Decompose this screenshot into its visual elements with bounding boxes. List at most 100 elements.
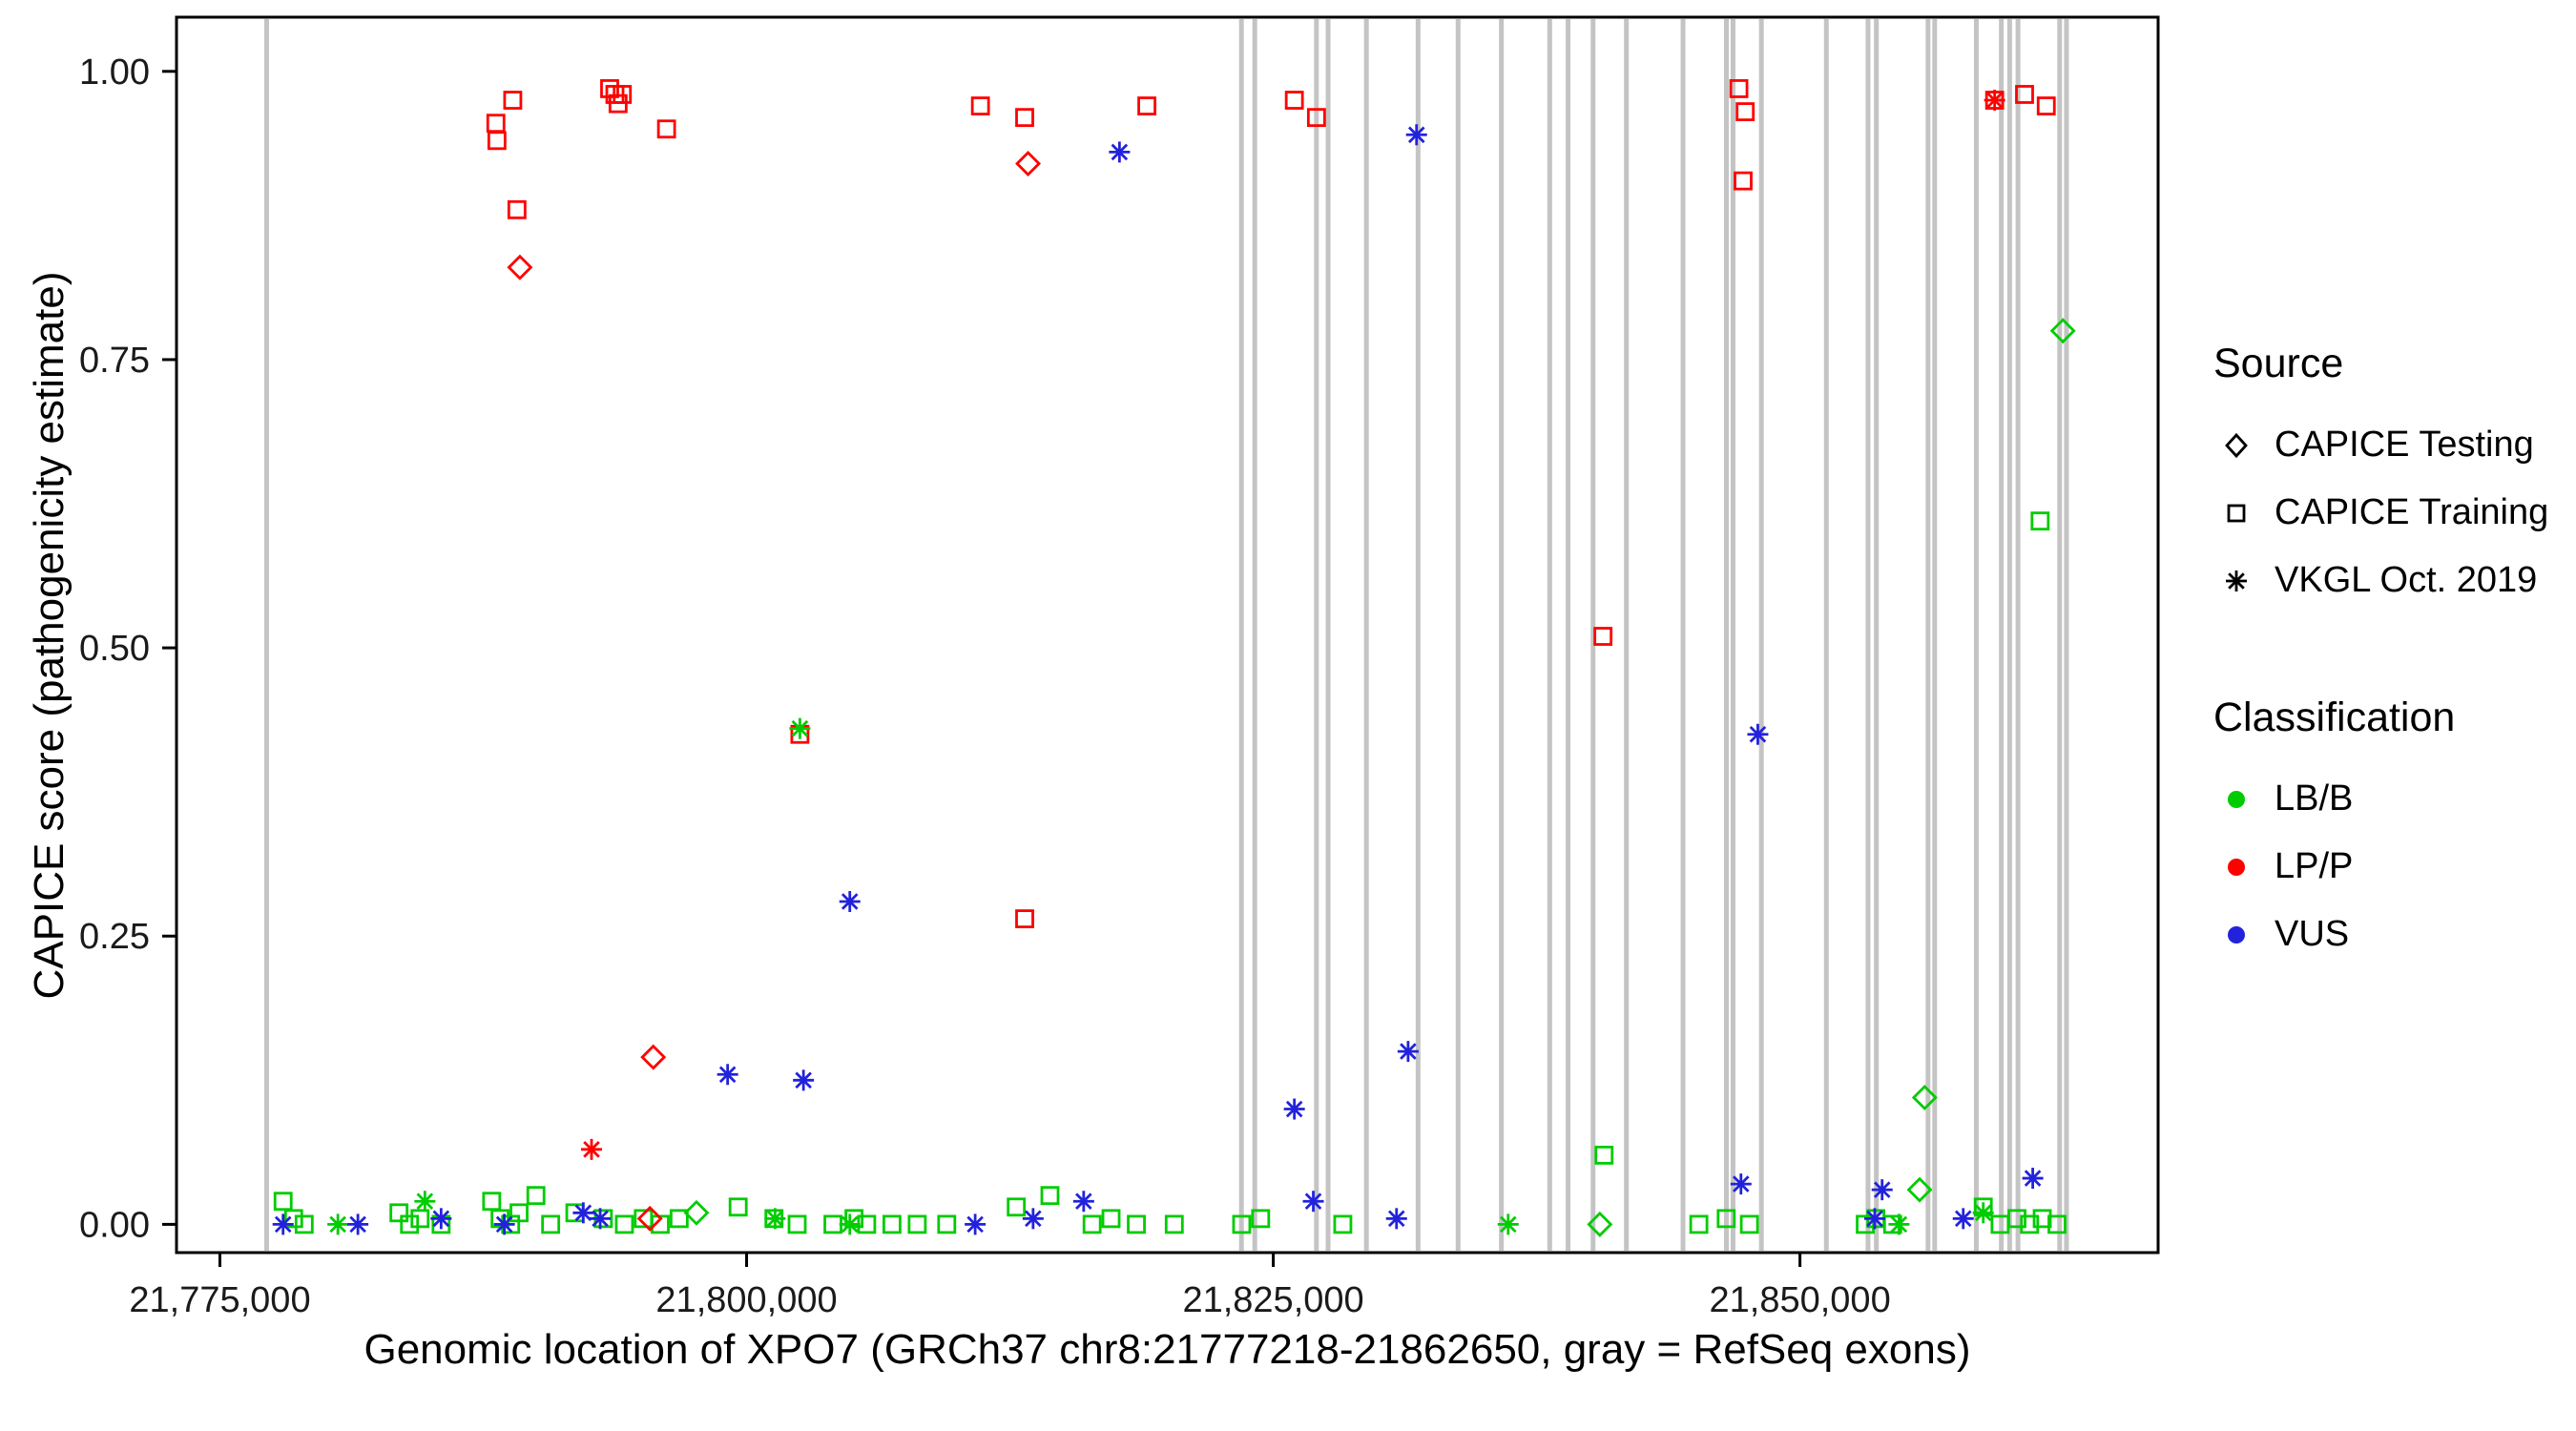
data-point bbox=[2047, 1214, 2067, 1234]
data-point bbox=[590, 1208, 612, 1230]
data-point bbox=[347, 1213, 369, 1235]
y-tick-label: 0.00 bbox=[79, 1205, 150, 1245]
panel-border bbox=[175, 15, 2160, 1255]
refseq-exon-bar bbox=[1932, 19, 1938, 1251]
refseq-exon-bar bbox=[1624, 19, 1630, 1251]
legend-label-lbb: LB/B bbox=[2275, 778, 2354, 819]
refseq-exon-bar bbox=[1363, 19, 1369, 1251]
refseq-exon-bar bbox=[1314, 19, 1319, 1251]
data-point bbox=[640, 1044, 667, 1070]
data-point bbox=[1109, 141, 1131, 163]
data-point bbox=[2022, 1168, 2044, 1190]
data-point bbox=[1072, 1191, 1094, 1213]
data-point bbox=[503, 91, 523, 110]
data-point bbox=[1232, 1214, 1252, 1234]
data-point bbox=[636, 1205, 663, 1232]
data-point bbox=[1689, 1214, 1709, 1234]
y-axis-title: CAPICE score (pathogenicity estimate) bbox=[26, 271, 73, 1000]
legend-label-vus: VUS bbox=[2275, 914, 2350, 954]
data-point bbox=[656, 119, 676, 139]
data-point bbox=[1729, 79, 1749, 98]
data-point bbox=[1888, 1213, 1910, 1235]
data-point bbox=[1015, 151, 1042, 176]
data-point bbox=[1127, 1214, 1146, 1234]
refseq-exon-bar bbox=[1415, 19, 1421, 1251]
data-point bbox=[1283, 1098, 1305, 1120]
legend-label-vkgl: VKGL Oct. 2019 bbox=[2275, 560, 2538, 600]
data-point bbox=[400, 1214, 420, 1234]
data-point bbox=[1022, 1208, 1044, 1230]
data-point bbox=[1284, 91, 1304, 110]
x-tick-label: 21,775,000 bbox=[129, 1280, 310, 1320]
refseq-exon-bar bbox=[1730, 19, 1735, 1251]
legend-label-capice-testing: CAPICE Testing bbox=[2275, 425, 2534, 465]
legend-label-capice-training: CAPICE Training bbox=[2275, 492, 2549, 532]
data-point bbox=[1735, 102, 1755, 122]
refseq-exon-bar bbox=[1925, 19, 1931, 1251]
data-point bbox=[482, 1192, 502, 1212]
y-tick-label: 1.00 bbox=[79, 52, 150, 93]
legend-item-capice-testing: CAPICE Testing bbox=[2213, 411, 2548, 479]
legend-item-vkgl: VKGL Oct. 2019 bbox=[2213, 547, 2548, 614]
data-point bbox=[1015, 108, 1034, 128]
refseq-exon-bar bbox=[1973, 19, 1979, 1251]
legend-item-lpp: LP/P bbox=[2213, 833, 2548, 901]
data-point bbox=[1730, 1173, 1752, 1195]
data-point bbox=[787, 1214, 807, 1234]
data-point bbox=[526, 1186, 546, 1206]
data-point bbox=[1587, 1211, 1613, 1237]
data-point bbox=[541, 1214, 561, 1234]
data-point bbox=[2032, 1209, 2052, 1229]
legend: Source CAPICE Testing CAPICE Training bbox=[2213, 339, 2548, 968]
legend-gap bbox=[2213, 614, 2548, 693]
data-point bbox=[1251, 1209, 1271, 1229]
refseq-exon-bar bbox=[1680, 19, 1686, 1251]
lbb-dot-icon bbox=[2213, 778, 2259, 820]
diamond-icon bbox=[2213, 425, 2259, 467]
data-point bbox=[1593, 627, 1613, 646]
data-point bbox=[1397, 1041, 1419, 1063]
data-point bbox=[1101, 1209, 1121, 1229]
y-tick-label: 0.50 bbox=[79, 629, 150, 669]
x-tick-label: 21,800,000 bbox=[655, 1280, 837, 1320]
data-point bbox=[1497, 1213, 1519, 1235]
y-tick-label: 0.25 bbox=[79, 917, 150, 957]
data-point bbox=[487, 131, 507, 151]
refseq-exon-bar bbox=[1238, 19, 1244, 1251]
data-point bbox=[294, 1214, 314, 1234]
data-point bbox=[581, 1138, 603, 1160]
data-point bbox=[823, 1214, 842, 1234]
data-point bbox=[273, 1192, 293, 1212]
refseq-exon-bar bbox=[2057, 19, 2063, 1251]
data-point bbox=[272, 1213, 294, 1235]
refseq-exon-bar bbox=[263, 19, 269, 1251]
data-point bbox=[2015, 85, 2034, 104]
data-point bbox=[283, 1209, 303, 1229]
data-point bbox=[1739, 1214, 1759, 1234]
y-tick-label: 0.75 bbox=[79, 341, 150, 381]
refseq-exon-bar bbox=[1325, 19, 1331, 1251]
data-point bbox=[717, 1064, 738, 1086]
refseq-exon-bar bbox=[1823, 19, 1829, 1251]
legend-label-lpp: LP/P bbox=[2275, 846, 2354, 886]
legend-item-lbb: LB/B bbox=[2213, 765, 2548, 833]
data-point bbox=[1594, 1145, 1614, 1165]
refseq-exon-bar bbox=[1590, 19, 1596, 1251]
data-point bbox=[970, 96, 990, 115]
data-point bbox=[2020, 1214, 2040, 1234]
data-point bbox=[507, 199, 527, 219]
data-point bbox=[1716, 1209, 1736, 1229]
data-point bbox=[507, 254, 533, 280]
data-point bbox=[1984, 90, 2005, 112]
data-point bbox=[389, 1203, 409, 1223]
data-point bbox=[327, 1213, 349, 1235]
legend-item-vus: VUS bbox=[2213, 901, 2548, 968]
refseq-exon-bar bbox=[1723, 19, 1729, 1251]
data-point bbox=[1952, 1208, 1974, 1230]
data-point bbox=[2036, 96, 2056, 115]
refseq-exon-bar bbox=[1252, 19, 1257, 1251]
refseq-exon-bar bbox=[1874, 19, 1880, 1251]
data-point bbox=[493, 1213, 515, 1235]
